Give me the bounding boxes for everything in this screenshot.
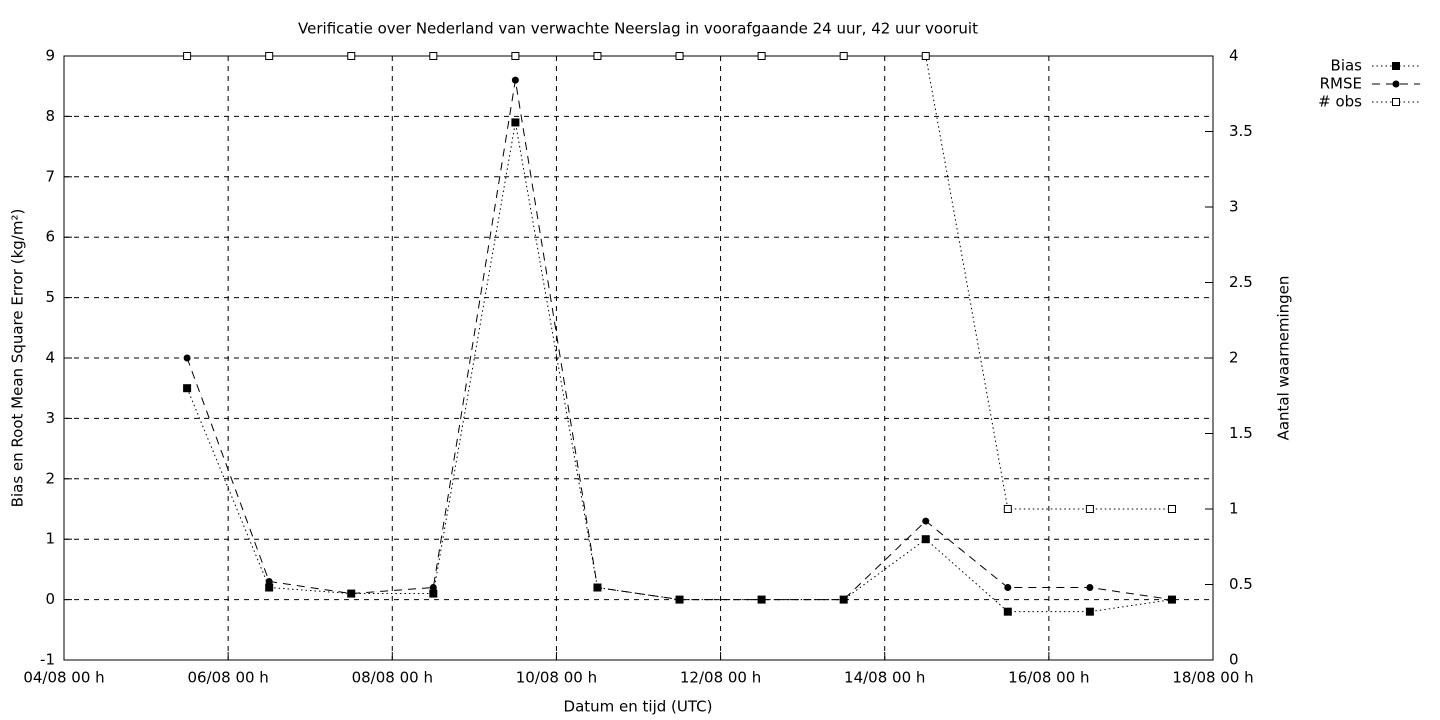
data-point [183,52,192,60]
data-point [511,76,519,84]
y2-tick-label: 3 [1229,198,1239,216]
y-tick-label: 9 [45,47,55,65]
y2-axis-label: Aantal waarnemingen [1275,276,1293,441]
data-point [429,52,438,60]
data-point [183,384,192,393]
data-point [1086,584,1094,592]
y2-tick-label: 1.5 [1229,424,1253,442]
data-point [511,118,520,127]
y-tick-label: 3 [45,409,55,427]
data-point [1003,505,1012,513]
data-point [840,596,848,604]
x-tick-label: 14/08 00 h [844,669,925,687]
data-point [922,517,930,525]
x-tick-label: 04/08 00 h [23,669,104,687]
data-point [429,589,438,598]
chart-title: Verificatie over Nederland van verwachte… [298,20,978,38]
data-point [593,52,602,60]
data-point [265,52,274,60]
y2-tick-label: 2 [1229,349,1239,367]
x-axis-label: Datum en tijd (UTC) [564,698,713,716]
series-line [186,80,1173,601]
y2-tick-label: 1 [1229,500,1239,518]
data-point [1168,596,1176,604]
data-point [1085,505,1094,513]
data-point [758,596,766,604]
x-tick-label: 08/08 00 h [352,669,433,687]
legend-label: Bias [1331,57,1363,75]
data-point [347,590,355,598]
y-tick-label: 5 [45,288,55,306]
legend-marker [1392,62,1400,70]
y-tick-label: 7 [45,167,55,185]
legend-label: # obs [1318,93,1362,111]
data-point [1003,607,1012,616]
data-point [347,52,356,60]
y-tick-label: 0 [45,590,55,608]
data-point [511,52,520,60]
y2-tick-label: 0.5 [1229,575,1253,593]
data-point [265,583,274,592]
y-tick-label: 1 [45,530,55,548]
data-point [429,584,437,592]
data-point [183,354,191,362]
data-point [265,577,273,585]
x-tick-label: 10/08 00 h [516,669,597,687]
y-axis-label: Bias en Root Mean Square Error (kg/m²) [9,209,27,508]
data-point [921,535,930,544]
data-point [1167,505,1176,513]
x-tick-label: 06/08 00 h [187,669,268,687]
legend-marker [1392,98,1400,106]
series-line [187,55,1172,510]
x-tick-label: 16/08 00 h [1008,669,1089,687]
data-point [757,52,766,60]
y-tick-label: 8 [45,107,55,125]
x-tick-label: 12/08 00 h [680,669,761,687]
x-tick-label: 18/08 00 h [1172,669,1253,687]
data-point [593,584,601,592]
y2-tick-label: 0 [1229,651,1239,669]
y-tick-label: 2 [45,469,55,487]
y2-tick-label: 2.5 [1229,273,1253,291]
data-point [676,596,684,604]
data-point [675,52,684,60]
data-point [1085,607,1094,616]
data-point [839,52,848,60]
y-tick-label: 6 [45,228,55,246]
data-point [921,52,930,60]
data-point [1004,584,1012,592]
legend-label: RMSE [1320,75,1362,93]
y-tick-label: -1 [40,651,55,669]
y2-tick-label: 4 [1229,47,1239,65]
y2-tick-label: 3.5 [1229,122,1253,140]
y-tick-label: 4 [45,349,55,367]
series-line [186,122,1173,613]
legend-marker [1392,80,1400,88]
